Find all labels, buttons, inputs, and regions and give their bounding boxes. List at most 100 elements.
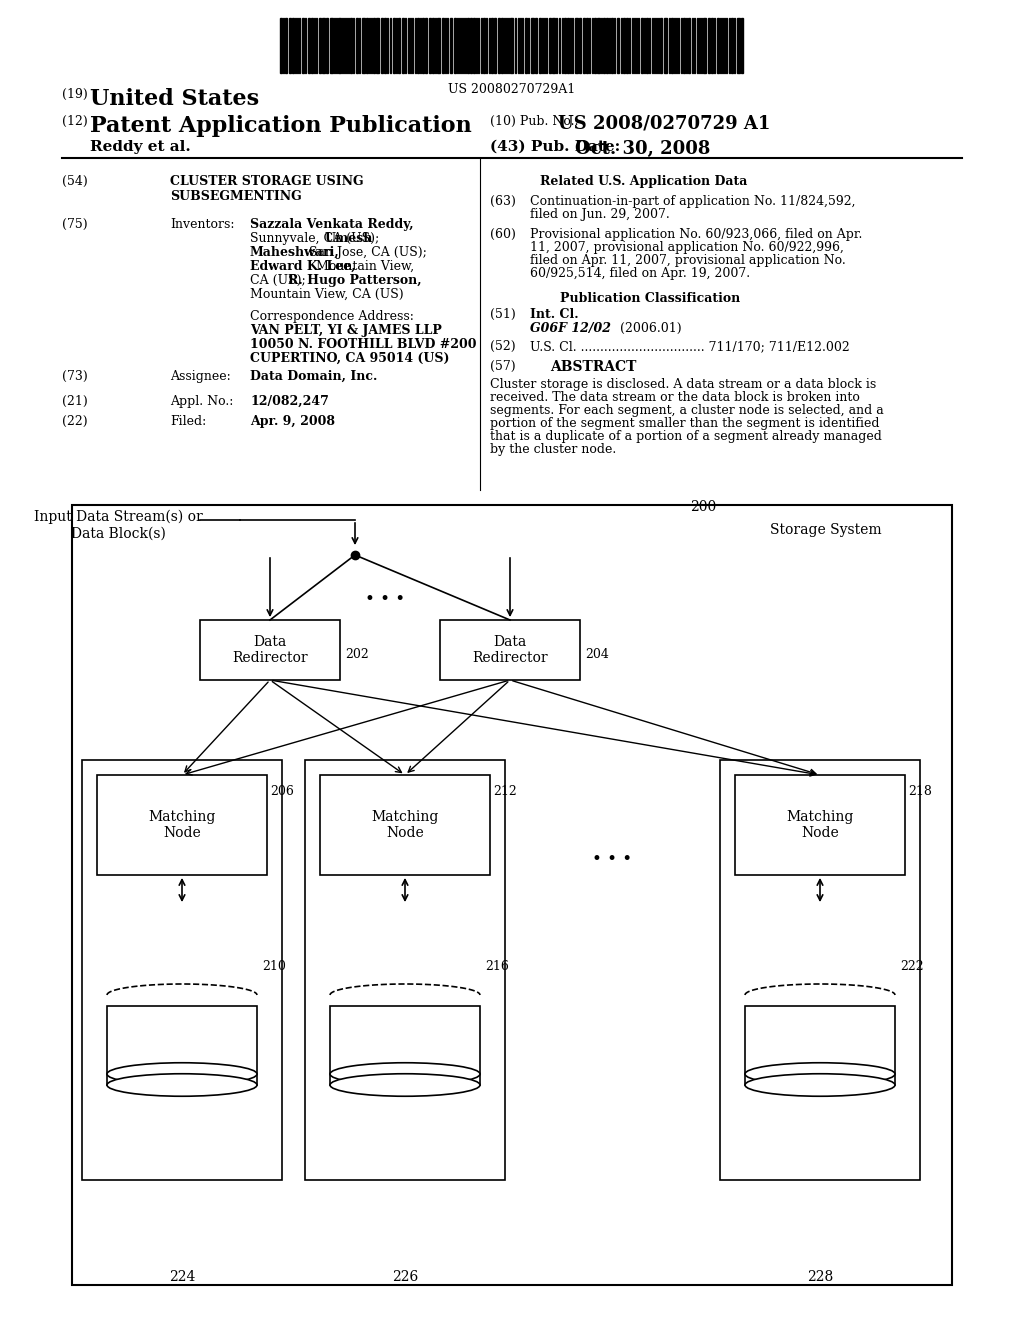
Ellipse shape	[106, 1063, 257, 1085]
Bar	[688, 18, 690, 73]
Bar	[660, 18, 662, 73]
Bar	[641, 18, 643, 73]
Ellipse shape	[745, 1073, 895, 1096]
Text: CA (US);: CA (US);	[250, 275, 309, 286]
Text: 210: 210	[262, 960, 286, 973]
Bar	[617, 18, 618, 73]
FancyBboxPatch shape	[720, 760, 920, 1180]
Bar	[583, 18, 585, 73]
Bar	[319, 18, 321, 73]
Text: • • •: • • •	[592, 851, 632, 869]
Text: United States: United States	[90, 88, 259, 110]
Bar	[422, 18, 424, 73]
Text: 216: 216	[485, 960, 509, 973]
Bar	[683, 18, 685, 73]
Text: 12/082,247: 12/082,247	[250, 395, 329, 408]
Bar	[417, 18, 419, 73]
Bar	[289, 18, 291, 73]
Text: Appl. No.:: Appl. No.:	[170, 395, 233, 408]
Bar	[280, 18, 282, 73]
Bar	[330, 1006, 480, 1085]
Bar	[366, 18, 368, 73]
Text: 212: 212	[493, 785, 517, 799]
Ellipse shape	[330, 1063, 480, 1085]
Text: US 20080270729A1: US 20080270729A1	[449, 83, 575, 96]
Text: that is a duplicate of a portion of a segment already managed: that is a duplicate of a portion of a se…	[490, 430, 882, 444]
Text: Mountain View, CA (US): Mountain View, CA (US)	[250, 288, 403, 301]
Bar	[470, 18, 472, 73]
Bar	[338, 18, 341, 73]
Text: (22): (22)	[62, 414, 88, 428]
Ellipse shape	[330, 1073, 480, 1096]
Bar	[494, 18, 496, 73]
Bar	[432, 18, 434, 73]
Text: Data
Redirector: Data Redirector	[232, 635, 308, 665]
Bar	[586, 18, 588, 73]
Text: CUPERTINO, CA 95014 (US): CUPERTINO, CA 95014 (US)	[250, 352, 450, 366]
Text: Matching
Node: Matching Node	[786, 810, 854, 840]
Text: Input Data Stream(s) or
Data Block(s): Input Data Stream(s) or Data Block(s)	[34, 510, 203, 541]
Text: Filed:: Filed:	[170, 414, 206, 428]
Text: U.S. Cl. ................................ 711/170; 711/E12.002: U.S. Cl. ...............................…	[530, 341, 850, 352]
Text: Matching
Node: Matching Node	[148, 810, 216, 840]
Bar	[292, 18, 294, 73]
Bar	[285, 18, 287, 73]
Text: Int. Cl.: Int. Cl.	[530, 308, 579, 321]
Text: Inventors:: Inventors:	[170, 218, 234, 231]
Text: Related U.S. Application Data: Related U.S. Application Data	[540, 176, 748, 187]
Text: Assignee:: Assignee:	[170, 370, 230, 383]
Text: segments. For each segment, a cluster node is selected, and a: segments. For each segment, a cluster no…	[490, 404, 884, 417]
Text: 218: 218	[908, 785, 932, 799]
Bar	[703, 18, 706, 73]
Bar	[393, 18, 395, 73]
Text: received. The data stream or the data block is broken into: received. The data stream or the data bl…	[490, 391, 860, 404]
Text: Edward K. Lee,: Edward K. Lee,	[250, 260, 355, 273]
Bar	[711, 18, 713, 73]
Bar	[510, 18, 513, 73]
Bar	[302, 18, 304, 73]
Bar	[467, 18, 469, 73]
Text: portion of the segment smaller than the segment is identified: portion of the segment smaller than the …	[490, 417, 880, 430]
Bar	[308, 18, 310, 73]
Text: Apr. 9, 2008: Apr. 9, 2008	[250, 414, 335, 428]
Text: VAN PELT, YI & JAMES LLP: VAN PELT, YI & JAMES LLP	[250, 323, 442, 337]
Bar	[106, 1006, 257, 1085]
Bar	[594, 18, 596, 73]
Text: 228: 228	[807, 1270, 834, 1284]
FancyBboxPatch shape	[305, 760, 505, 1180]
Bar	[384, 18, 386, 73]
Text: by the cluster node.: by the cluster node.	[490, 444, 616, 455]
Bar	[350, 18, 352, 73]
Bar	[490, 18, 493, 73]
Bar	[646, 18, 648, 73]
Text: 226: 226	[392, 1270, 418, 1284]
Bar	[626, 18, 628, 73]
Text: (12): (12)	[62, 115, 88, 128]
Text: 224: 224	[169, 1270, 196, 1284]
Bar	[356, 18, 358, 73]
Ellipse shape	[745, 1063, 895, 1085]
Text: (75): (75)	[62, 218, 88, 231]
Text: (52): (52)	[490, 341, 516, 352]
Bar	[597, 18, 600, 73]
Bar	[606, 18, 608, 73]
Bar	[454, 18, 456, 73]
Bar	[425, 18, 427, 73]
Bar	[429, 18, 431, 73]
Text: US 2008/0270729 A1: US 2008/0270729 A1	[558, 115, 770, 133]
Text: Storage System: Storage System	[770, 523, 882, 537]
Bar	[483, 18, 485, 73]
Bar	[450, 18, 452, 73]
FancyBboxPatch shape	[440, 620, 580, 680]
Text: Sazzala Venkata Reddy,: Sazzala Venkata Reddy,	[250, 218, 414, 231]
Bar	[741, 18, 743, 73]
Bar	[525, 18, 527, 73]
Text: • • •: • • •	[365, 591, 406, 609]
Bar	[473, 18, 475, 73]
Text: 60/925,514, filed on Apr. 19, 2007.: 60/925,514, filed on Apr. 19, 2007.	[530, 267, 751, 280]
Bar	[737, 18, 740, 73]
Text: 200: 200	[690, 500, 716, 513]
Text: 10050 N. FOOTHILL BLVD #200: 10050 N. FOOTHILL BLVD #200	[250, 338, 476, 351]
Bar	[549, 18, 551, 73]
Bar	[442, 18, 444, 73]
